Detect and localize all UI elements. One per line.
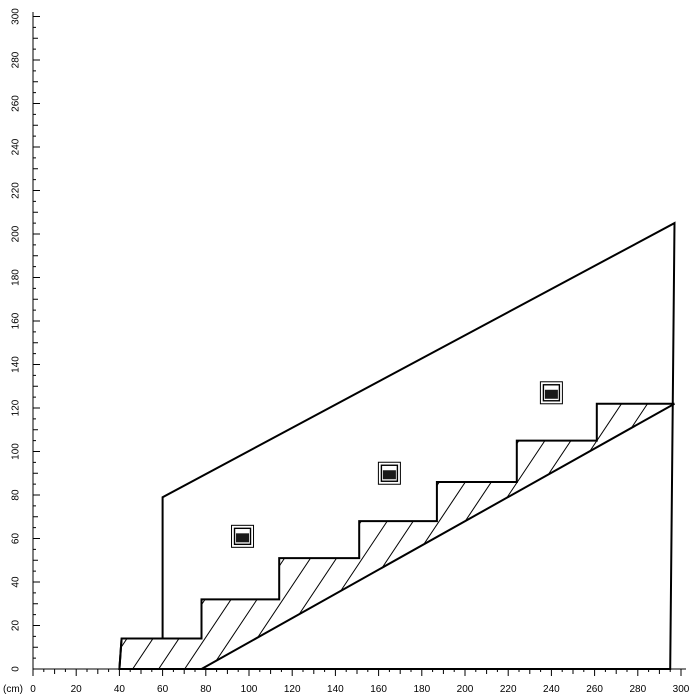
hatch-line [189, 403, 491, 669]
x-tick-label: 180 [413, 684, 430, 695]
x-tick-label: 100 [241, 684, 258, 695]
y-tick-label: 220 [11, 182, 22, 199]
hatch-line [119, 403, 153, 669]
hatch-line [119, 403, 257, 669]
x-tick-label: 60 [157, 684, 169, 695]
y-axis: 0 20 40 60 80 100 120 140 160 180 200 220 240 260 280 3… [11, 8, 40, 672]
x-tick-label: 280 [629, 684, 646, 695]
hatch-line [449, 403, 675, 669]
hatch-line [501, 403, 675, 669]
x-tick-label: 200 [457, 684, 474, 695]
hatch-line [475, 403, 675, 669]
hatch-line [631, 403, 675, 669]
y-tick-label: 0 [11, 666, 22, 672]
stair-outline [118, 402, 675, 670]
light-icon-fill [236, 533, 250, 543]
hatch-line [319, 403, 621, 669]
x-tick-label: 300 [673, 684, 690, 695]
unit-label: (cm) [3, 684, 23, 695]
axes: 0 20 40 60 80 100 120 140 160 180 200 220 240 260 280 3… [3, 8, 690, 695]
light-icon-3 [539, 381, 563, 405]
hatch-line [684, 250, 691, 696]
x-axis: 0 20 40 60 80 100 120 140 160 180 200 220 240 260 280 3… [30, 668, 690, 695]
y-tick-label: 300 [11, 8, 22, 25]
x-tick-label: 0 [30, 684, 36, 695]
hatch-line [605, 403, 675, 669]
hatch-line [119, 403, 413, 669]
x-tick-label: 80 [200, 684, 212, 695]
first-step-riser [118, 638, 123, 670]
hatch-line [371, 403, 673, 669]
y-tick-label: 60 [11, 533, 22, 545]
hatch-line [119, 403, 361, 669]
y-tick-label: 280 [11, 51, 22, 68]
y-tick-label: 40 [11, 576, 22, 588]
hatch-line [119, 403, 283, 669]
light-icon-fill [544, 389, 558, 399]
x-tick-label: 120 [284, 684, 301, 695]
light-icon-1 [231, 524, 255, 548]
y-tick-label: 160 [11, 312, 22, 329]
x-tick-label: 240 [543, 684, 560, 695]
hatch-line [119, 403, 205, 669]
hatch-line [423, 403, 675, 669]
x-tick-label: 40 [114, 684, 126, 695]
y-tick-label: 20 [11, 620, 22, 632]
light-icons [231, 381, 563, 548]
y-tick-label: 140 [11, 356, 22, 373]
y-tick-label: 240 [11, 138, 22, 155]
hatch-line [215, 403, 517, 669]
stringer-line [119, 402, 675, 670]
hatch-lines [119, 250, 691, 696]
hatched-stringer [119, 250, 691, 696]
y-tick-label: 120 [11, 399, 22, 416]
x-tick-label: 260 [586, 684, 603, 695]
y-tick-label: 100 [11, 443, 22, 460]
y-tick-label: 80 [11, 489, 22, 501]
hatch-line [119, 403, 179, 669]
x-tick-label: 220 [500, 684, 517, 695]
x-tick-label: 160 [370, 684, 387, 695]
x-tick-label: 140 [327, 684, 344, 695]
stair-treads [121, 402, 675, 640]
y-tick-label: 180 [11, 269, 22, 286]
light-icon-2 [377, 461, 401, 485]
y-tick-label: 200 [11, 225, 22, 242]
hatch-line [397, 403, 675, 669]
x-tick-label: 20 [71, 684, 83, 695]
hatch-line [119, 403, 335, 669]
light-icon-fill [382, 470, 396, 480]
hatch-line [119, 403, 387, 669]
y-tick-label: 260 [11, 95, 22, 112]
